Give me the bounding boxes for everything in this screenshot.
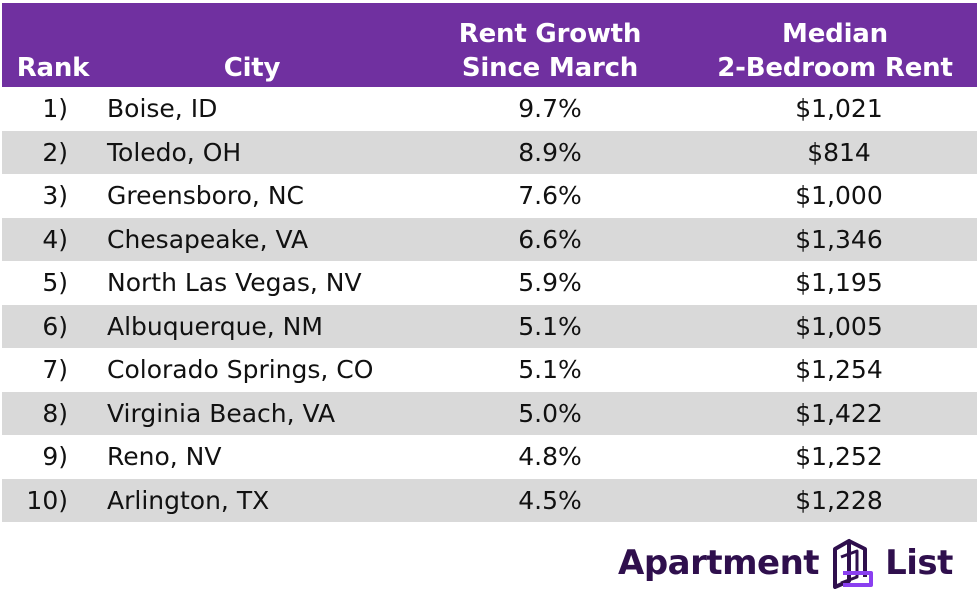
city-cell: Reno, NV — [107, 442, 222, 471]
growth-cell: 9.7% — [518, 94, 582, 123]
rank-cell: 5) — [42, 268, 68, 297]
rent-cell: $1,422 — [795, 398, 883, 428]
rent-cell: $814 — [807, 137, 871, 167]
table-row: 9) Reno, NV 4.8% $1,252 — [2, 435, 977, 479]
rent-cell: $1,195 — [795, 268, 883, 297]
growth-cell: 4.5% — [518, 485, 582, 515]
table-row: 2) Toledo, OH 8.9% $814 — [2, 130, 977, 174]
rank-cell: 10) — [26, 485, 68, 515]
rank-cell: 8) — [42, 398, 68, 428]
growth-cell: 4.8% — [518, 442, 582, 471]
city-cell: North Las Vegas, NV — [107, 268, 362, 297]
header-median-rent: Median 2-Bedroom Rent — [704, 17, 966, 85]
logo-word-list: List — [885, 543, 953, 583]
rank-cell: 9) — [42, 442, 68, 471]
growth-cell: 7.6% — [518, 181, 582, 210]
table-row: 4) Chesapeake, VA 6.6% $1,346 — [2, 217, 977, 261]
rent-growth-table: Rank City Rent Growth Since March Median… — [2, 3, 977, 522]
rent-cell: $1,228 — [795, 485, 883, 515]
header-median-rent-line2: 2-Bedroom Rent — [717, 53, 953, 83]
rent-cell: $1,252 — [795, 442, 883, 471]
rank-cell: 6) — [42, 311, 68, 341]
rank-cell: 4) — [42, 224, 68, 254]
table-header: Rank City Rent Growth Since March Median… — [2, 3, 977, 87]
city-cell: Boise, ID — [107, 94, 218, 123]
logo-word-apartment: Apartment — [618, 543, 820, 583]
header-rent-growth-line1: Rent Growth — [458, 19, 642, 49]
apartment-list-logo: Apartment List — [618, 535, 953, 591]
header-city: City — [223, 53, 281, 83]
rank-cell: 7) — [42, 355, 68, 384]
city-cell: Greensboro, NC — [107, 181, 304, 210]
header-rent-growth: Rent Growth Since March — [440, 17, 660, 85]
growth-cell: 5.0% — [518, 398, 582, 428]
rent-cell: $1,000 — [795, 181, 883, 210]
growth-cell: 8.9% — [518, 137, 582, 167]
growth-cell: 6.6% — [518, 224, 582, 254]
table-row: 10) Arlington, TX 4.5% $1,228 — [2, 478, 977, 522]
apartment-list-logo-icon — [833, 539, 874, 589]
rent-cell: $1,346 — [795, 224, 883, 254]
city-cell: Virginia Beach, VA — [107, 398, 336, 428]
table-row: 1) Boise, ID 9.7% $1,021 — [2, 87, 977, 131]
growth-cell: 5.1% — [518, 355, 582, 384]
city-cell: Toledo, OH — [107, 137, 242, 167]
rank-cell: 2) — [42, 137, 68, 167]
table-row: 7) Colorado Springs, CO 5.1% $1,254 — [2, 348, 977, 392]
rent-cell: $1,254 — [795, 355, 883, 384]
city-cell: Chesapeake, VA — [107, 224, 309, 254]
growth-cell: 5.9% — [518, 268, 582, 297]
header-rank: Rank — [16, 53, 90, 83]
rank-cell: 1) — [42, 94, 68, 123]
rent-cell: $1,005 — [795, 311, 883, 341]
header-rent-growth-line2: Since March — [461, 53, 639, 83]
header-median-rent-line1: Median — [782, 19, 888, 49]
rent-cell: $1,021 — [795, 94, 883, 123]
city-cell: Albuquerque, NM — [107, 311, 323, 341]
growth-cell: 5.1% — [518, 311, 582, 341]
table-row: 6) Albuquerque, NM 5.1% $1,005 — [2, 304, 977, 348]
table-row: 5) North Las Vegas, NV 5.9% $1,195 — [2, 261, 977, 305]
rank-cell: 3) — [42, 181, 68, 210]
city-cell: Colorado Springs, CO — [107, 355, 374, 384]
city-cell: Arlington, TX — [107, 485, 270, 515]
table-row: 8) Virginia Beach, VA 5.0% $1,422 — [2, 391, 977, 435]
table-row: 3) Greensboro, NC 7.6% $1,000 — [2, 174, 977, 218]
